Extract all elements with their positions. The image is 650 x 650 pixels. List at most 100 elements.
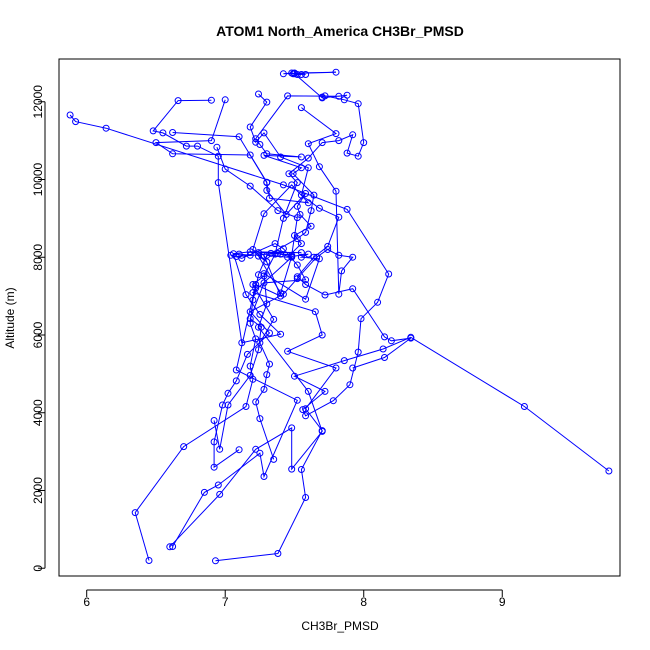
data-point [354,152,362,160]
data-point [293,273,301,281]
data-point [219,401,226,409]
data-point [242,291,250,299]
data-point [285,170,293,178]
series-line-9 [69,114,610,472]
y-tick-label: 12000 [31,85,45,119]
data-point [207,96,215,104]
y-tick-label: 2000 [31,477,45,504]
y-tick-label: 6000 [31,321,45,348]
data-point [174,97,182,105]
data-point [335,92,343,100]
data-point [221,165,229,173]
data-point [297,253,305,261]
data-point [279,214,287,222]
data-point [224,389,232,397]
data-point [315,163,323,171]
data-point [304,164,312,172]
data-point [335,137,343,145]
data-point [271,250,279,258]
data-point [302,405,310,413]
data-point [293,396,301,404]
data-point [293,261,301,269]
data-point [243,350,251,358]
data-point [315,204,323,212]
data-point [256,339,264,347]
data-point [216,490,224,498]
data-point [304,199,312,207]
data-point [252,138,260,146]
data-point [263,251,271,259]
data-point [216,445,224,453]
data-point [349,364,357,372]
data-point [246,248,254,256]
data-point [152,139,160,147]
data-point [291,372,298,380]
data-point [263,179,271,187]
data-point [332,130,340,138]
data-point [302,295,310,303]
data-point [255,249,262,257]
data-point [318,139,326,147]
data-point [379,345,387,353]
data-point [329,397,337,405]
series-lines [69,71,610,562]
data-point [214,481,222,489]
data-point [302,412,310,420]
data-point [66,111,74,119]
data-point [374,298,382,306]
data-point [246,151,254,159]
data-point [304,154,312,162]
data-point [291,69,298,77]
data-point [324,242,332,250]
data-point [200,488,208,496]
data-point [263,258,271,266]
data-point [302,276,310,284]
data-point [169,543,177,550]
y-tick-label: 10000 [31,162,45,196]
data-point [302,494,310,501]
x-tick-label: 8 [360,595,367,609]
data-point [407,333,415,341]
data-point [297,104,305,112]
data-point [318,427,326,435]
data-point [266,329,273,337]
data-point [293,214,301,222]
data-point [169,129,177,136]
data-point [284,347,292,355]
data-point [321,387,329,395]
data-point [235,446,243,454]
data-point [232,253,240,260]
data-point [246,371,254,379]
data-point [145,557,153,564]
data-point [256,310,264,318]
data-point [520,403,528,410]
data-point [207,137,215,145]
data-point [349,253,357,261]
data-point [284,92,292,100]
data-point [293,179,301,187]
data-point [297,191,305,199]
data-point [381,333,388,341]
data-point [159,129,167,137]
data-point [277,153,285,161]
data-point [289,70,297,78]
data-point [252,445,260,453]
y-tick-label: 4000 [31,399,45,426]
y-axis-label: Altitude (m) [3,287,17,348]
data-point [263,371,271,379]
data-point [343,205,351,213]
data-point [102,124,110,132]
data-point [302,281,310,288]
data-point [255,323,262,331]
data-point [381,354,388,361]
data-point [318,93,326,101]
series-line-5 [213,147,307,450]
data-point [318,331,326,339]
x-tick-label: 7 [222,595,229,609]
data-point [249,281,257,288]
data-point [279,181,287,189]
data-point [260,385,268,393]
data-point [279,245,287,253]
data-point [246,319,254,327]
